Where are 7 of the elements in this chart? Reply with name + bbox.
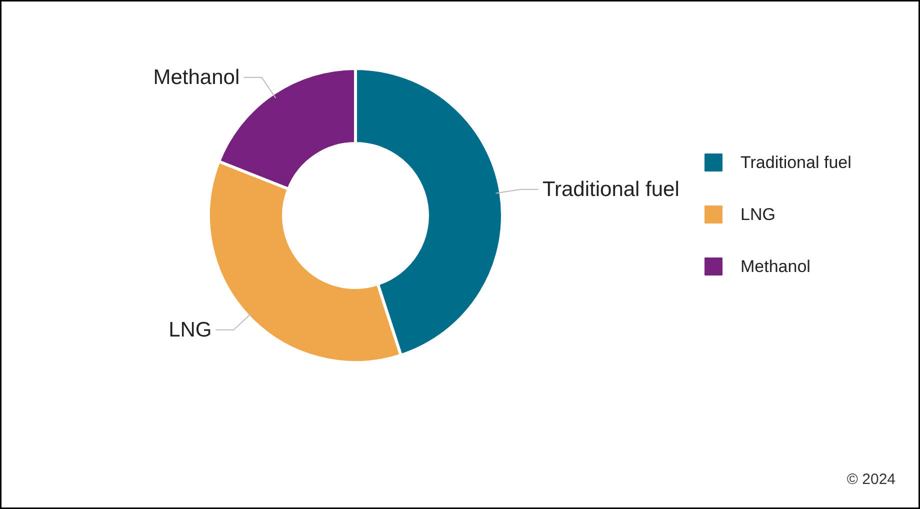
legend-label: Methanol — [740, 257, 810, 276]
text: © 2024 — [846, 471, 896, 488]
slice-label: LNG — [168, 318, 212, 342]
legend-label: LNG — [740, 205, 776, 224]
slice-label: Traditional fuel — [542, 178, 680, 201]
slice-label: Methanol — [153, 66, 240, 89]
legend-label: Traditional fuel — [740, 153, 852, 172]
